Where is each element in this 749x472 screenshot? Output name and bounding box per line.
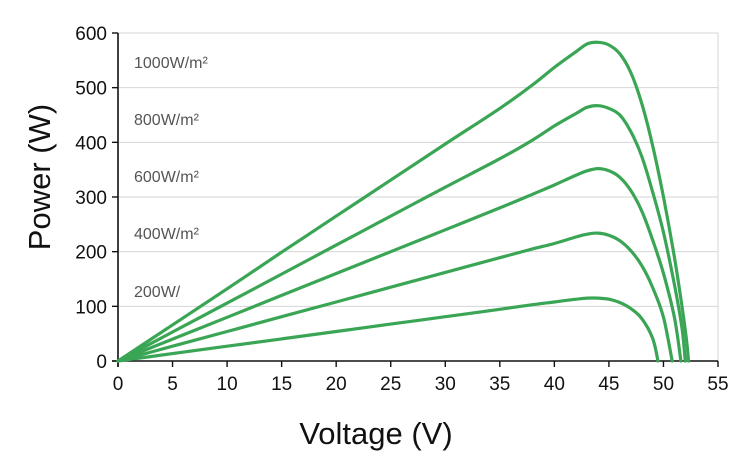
series-line-0 (116, 40, 691, 363)
axes (112, 32, 719, 367)
series-labels: 1000W/m² 800W/m² 600W/m² 400W/m² 200W/ (134, 55, 208, 301)
y-tick-label: 100 (75, 297, 107, 318)
x-tick-label: 50 (653, 374, 674, 395)
y-tick-label: 600 (75, 24, 107, 45)
y-tick-label: 400 (75, 133, 107, 154)
x-tick-label: 25 (380, 374, 401, 395)
y-tick-label: 500 (75, 79, 107, 100)
series-label-800: 800W/m² (134, 112, 200, 129)
y-tick-label: 0 (96, 352, 107, 373)
x-axis-title: Voltage (V) (299, 416, 452, 451)
series-line-4 (116, 296, 660, 363)
x-tick-label: 15 (271, 374, 292, 395)
series-line-3 (116, 231, 674, 363)
x-tick-label: 55 (707, 374, 728, 395)
x-tick-label: 40 (544, 374, 565, 395)
x-tick-label: 30 (435, 374, 456, 395)
series-lines (116, 40, 691, 363)
tick-labels: 0 5 10 15 20 25 30 35 40 45 50 55 0 100 200 300 400 500 60… (75, 24, 728, 395)
y-tick-label: 300 (75, 188, 107, 209)
x-tick-label: 45 (598, 374, 619, 395)
series-label-600: 600W/m² (134, 169, 200, 186)
series-label-200: 200W/ (134, 284, 181, 301)
x-tick-label: 5 (167, 374, 178, 395)
y-axis-title: Power (W) (22, 104, 57, 250)
x-tick-label: 35 (489, 374, 510, 395)
x-tick-label: 0 (113, 374, 124, 395)
series-label-400: 400W/m² (134, 226, 200, 243)
x-tick-label: 20 (326, 374, 347, 395)
y-tick-label: 200 (75, 243, 107, 264)
series-label-1000: 1000W/m² (134, 55, 208, 72)
series-line-1 (116, 104, 687, 363)
x-tick-label: 10 (217, 374, 238, 395)
grid-lines (118, 32, 719, 361)
series-line-2 (116, 167, 683, 363)
